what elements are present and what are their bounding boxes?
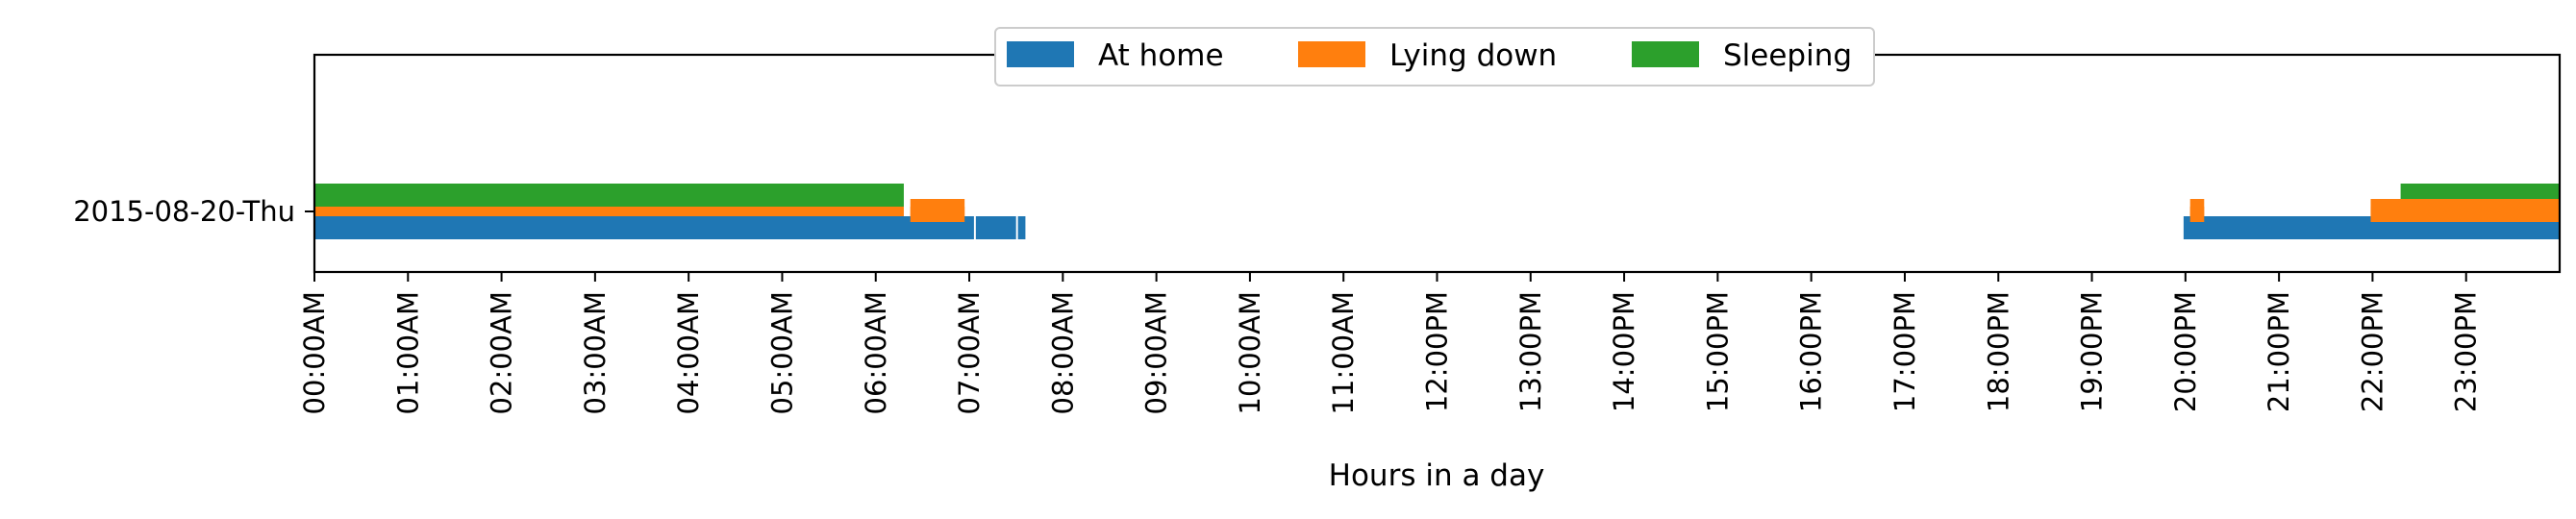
lying-down-bar [2189,199,2205,222]
x-tick-label: 20:00PM [2169,291,2202,412]
legend-label: Sleeping [1723,38,1852,73]
x-tick-label: 13:00PM [1514,291,1547,412]
x-tick-label: 16:00PM [1795,291,1828,412]
lying-down-bar [910,199,965,222]
x-tick-label: 09:00AM [1140,291,1173,414]
legend-swatch [1632,41,1699,67]
x-tick-label: 03:00AM [579,291,612,414]
legend-label: At home [1098,38,1224,73]
x-tick-label: 21:00PM [2263,291,2295,412]
x-tick-label: 07:00AM [953,291,986,414]
x-tick-label: 18:00PM [1982,291,2014,412]
x-tick-label: 15:00PM [1701,291,1734,412]
y-tick-label: 2015-08-20-Thu [73,195,295,228]
x-tick-label: 02:00AM [486,291,518,414]
lying-down-bar [2370,199,2560,222]
y-axis: 2015-08-20-Thu [73,195,314,228]
legend-swatch [1007,41,1074,67]
x-tick-label: 19:00PM [2076,291,2109,412]
at-home-bar [1017,216,1026,239]
x-tick-label: 23:00PM [2450,291,2483,412]
x-tick-label: 04:00AM [672,291,705,414]
x-tick-label: 14:00PM [1608,291,1640,412]
x-tick-label: 17:00PM [1888,291,1921,412]
sleeping-bar [314,184,904,207]
x-tick-label: 05:00AM [765,291,798,414]
x-tick-label: 22:00PM [2356,291,2388,412]
x-tick-label: 11:00AM [1327,291,1360,414]
at-home-bar [314,216,974,239]
x-tick-label: 00:00AM [298,291,331,414]
activity-bars [314,184,2560,239]
legend-swatch [1298,41,1365,67]
at-home-bar [975,216,1016,239]
legend-label: Lying down [1389,38,1557,73]
x-tick-label: 06:00AM [860,291,892,414]
x-tick-label: 12:00PM [1421,291,1454,412]
x-tick-label: 10:00AM [1234,291,1266,414]
x-axis: 00:00AM 01:00AM 02:00AM 03:00AM 04:00AM 05:00… [298,272,2483,414]
legend: At home Lying down Sleeping [994,27,1875,86]
x-tick-label: 08:00AM [1046,291,1079,414]
x-axis-title: Hours in a day [1329,458,1545,493]
x-tick-label: 01:00AM [391,291,424,414]
